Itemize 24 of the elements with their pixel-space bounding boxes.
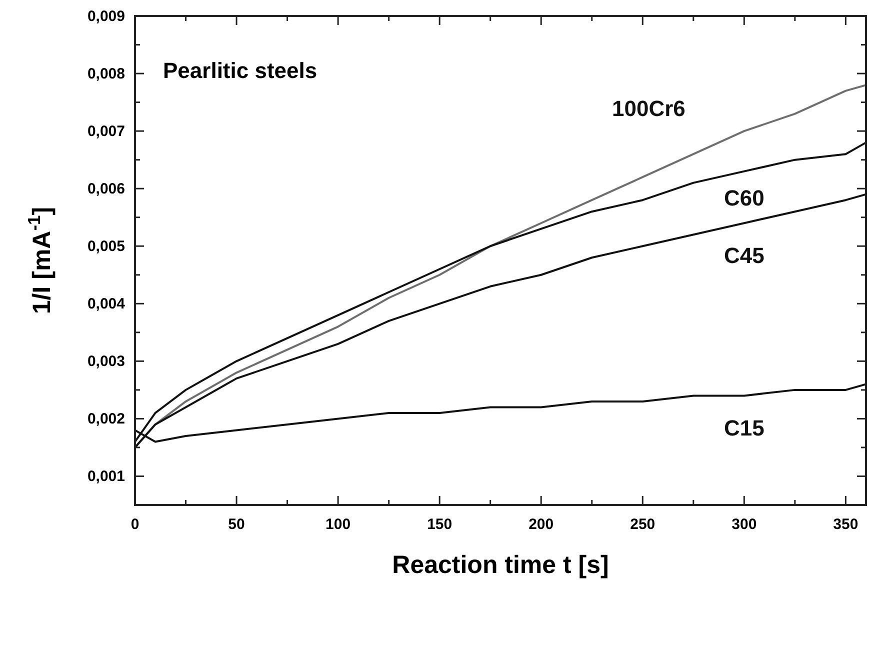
- x-axis-title: Reaction time t [s]: [392, 551, 609, 579]
- line-series: [134, 142, 867, 443]
- series-label: C60: [724, 185, 764, 210]
- x-tick-label: 300: [732, 516, 757, 533]
- series-label: C15: [724, 416, 764, 441]
- y-tick-label: 0,004: [87, 296, 126, 313]
- series-label: C45: [724, 243, 764, 268]
- x-tick-label: 350: [833, 516, 858, 533]
- y-tick-label: 0,007: [87, 123, 125, 140]
- x-tick-label: 150: [427, 516, 452, 533]
- y-tick-label: 0,006: [87, 180, 125, 198]
- x-tick-label: 100: [326, 516, 351, 533]
- y-tick-label: 0,002: [87, 410, 125, 428]
- y-tick-label: 0,001: [87, 468, 125, 486]
- x-tick-label: 200: [528, 516, 554, 533]
- series-label: 100Cr6: [612, 96, 686, 122]
- y-tick-label: 0,005: [87, 238, 125, 256]
- x-tick-label: 50: [228, 516, 245, 533]
- y-tick-label: 0,009: [87, 8, 125, 25]
- text: Pearlitic steels: [163, 58, 318, 83]
- y-tick-label: 0,003: [87, 353, 125, 370]
- y-tick-label: 0,008: [87, 66, 125, 83]
- x-tick-label: 0: [130, 516, 140, 533]
- x-tick-label: 250: [630, 516, 656, 533]
